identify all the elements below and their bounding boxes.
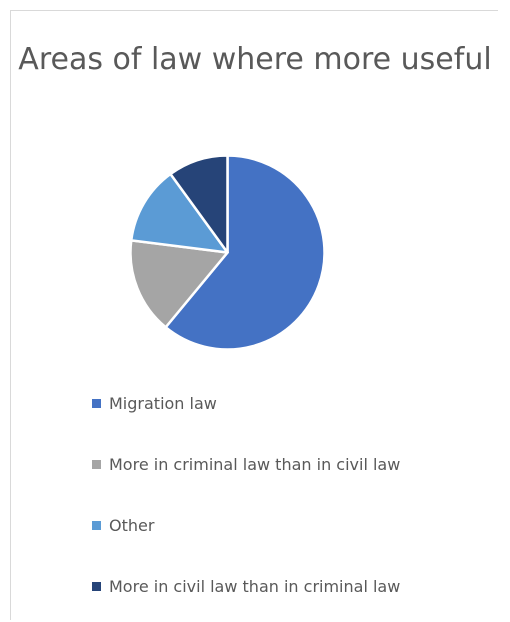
- legend-label: More in civil law than in criminal law: [109, 577, 401, 596]
- legend-label: Other: [109, 516, 155, 535]
- legend: Migration law More in criminal law than i…: [92, 373, 492, 617]
- pie-slice-4: [169, 154, 229, 254]
- legend-swatch: [92, 582, 101, 591]
- legend-swatch: [92, 399, 101, 408]
- legend-swatch: [92, 460, 101, 469]
- legend-item: More in civil law than in criminal law: [92, 556, 492, 617]
- pie-slice-2: [129, 239, 229, 329]
- pie-slice-1: [164, 154, 326, 351]
- legend-item: More in criminal law than in civil law: [92, 434, 492, 495]
- legend-item: Migration law: [92, 373, 492, 434]
- chart-title: Areas of law where more useful: [18, 42, 492, 77]
- legend-label: More in criminal law than in civil law: [109, 455, 401, 474]
- legend-item: Other: [92, 495, 492, 556]
- legend-label: Migration law: [109, 394, 217, 413]
- pie-slice-3: [130, 172, 229, 254]
- pie-chart: [129, 154, 326, 351]
- legend-swatch: [92, 521, 101, 530]
